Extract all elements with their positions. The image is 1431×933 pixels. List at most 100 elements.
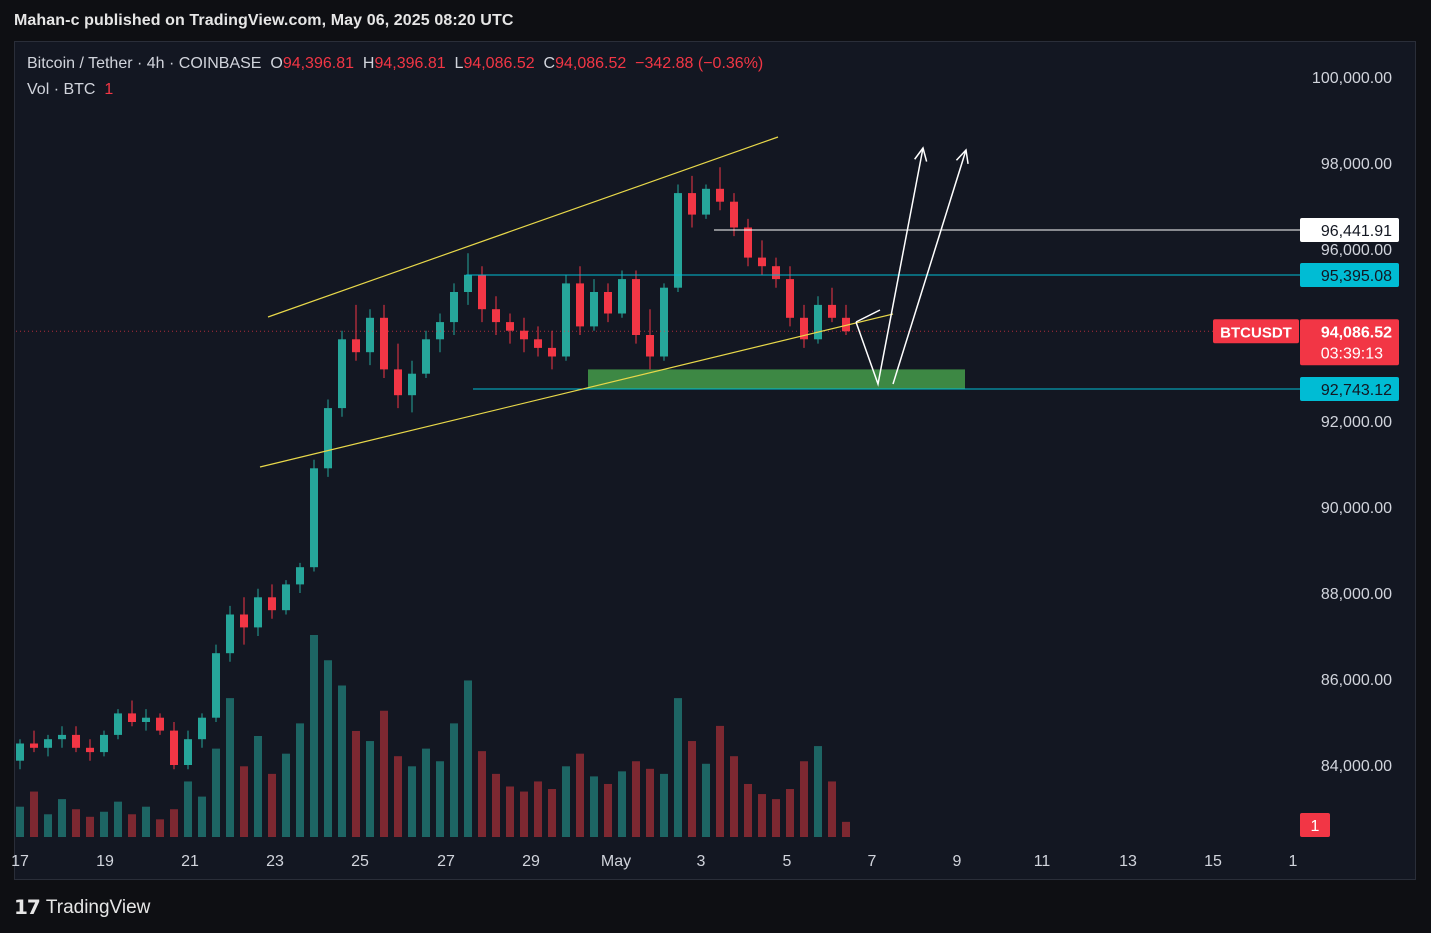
volume-bar xyxy=(758,794,766,837)
volume-bar xyxy=(30,791,38,837)
tradingview-logo[interactable]: 𝟭𝟳 TradingView xyxy=(14,895,150,920)
x-axis-tick-label: 19 xyxy=(96,853,114,870)
volume-bar xyxy=(408,766,416,837)
candle-body xyxy=(646,335,654,357)
candle-body xyxy=(296,567,304,585)
last-price-label: 94,086.52 xyxy=(1321,324,1392,341)
candle-body xyxy=(86,747,94,753)
volume-bar xyxy=(576,753,584,837)
projection-arrowhead-2 xyxy=(955,148,969,164)
candle-body xyxy=(800,317,808,340)
x-axis-tick-label: 1 xyxy=(1289,853,1298,870)
level-price-tag xyxy=(1300,217,1399,242)
candle-body xyxy=(436,322,444,340)
axes-layer: 96,441.91 95,395.08 92,743.12 100,000.00 98,… xyxy=(11,70,1399,870)
x-axis-tick-label: 21 xyxy=(181,853,199,870)
candle-body xyxy=(478,274,486,310)
volume-bar xyxy=(646,768,654,837)
candle-body xyxy=(786,279,794,318)
volume-bar xyxy=(800,761,808,837)
y-axis-tick-label: 88,000.00 xyxy=(1321,586,1392,603)
open-value: 94,396.81 xyxy=(282,55,354,72)
x-axis-tick-label: 3 xyxy=(697,853,706,870)
volume-bar xyxy=(842,821,850,837)
candle-body xyxy=(198,717,206,740)
volume-bar xyxy=(464,680,472,837)
published-by-title: Mahan-c published on TradingView.com, Ma… xyxy=(14,12,514,29)
candle-body xyxy=(72,734,80,748)
x-axis-tick-label: 29 xyxy=(522,853,540,870)
volume-bar xyxy=(814,746,822,837)
volume-legend[interactable]: Vol · BTC 1 xyxy=(27,81,113,99)
volume-bar xyxy=(548,789,556,837)
volume-bar xyxy=(58,799,66,837)
candles-layer xyxy=(16,167,850,770)
volume-bar xyxy=(534,781,542,837)
volume-bar xyxy=(128,814,136,837)
volume-bar xyxy=(478,751,486,837)
volume-bar xyxy=(828,781,836,837)
candle-countdown-label: 03:39:13 xyxy=(1321,345,1383,362)
channel-lower-line xyxy=(259,313,894,468)
volume-bar xyxy=(296,723,304,837)
x-axis-tick-label: 25 xyxy=(351,853,369,870)
candle-body xyxy=(506,322,514,331)
symbol-description[interactable]: Bitcoin / Tether · 4h · COINBASE xyxy=(27,55,262,72)
candle-body xyxy=(548,347,556,357)
y-axis-tick-label: 92,000.00 xyxy=(1321,414,1392,431)
candle-body xyxy=(282,584,290,611)
candle-body xyxy=(814,304,822,340)
tradingview-brand: TradingView xyxy=(45,896,151,918)
candle-body xyxy=(380,317,388,370)
volume-badge-label: 1 xyxy=(1311,818,1320,835)
volume-bar xyxy=(142,806,150,837)
volume-bar xyxy=(352,730,360,837)
level-price-label: 92,743.12 xyxy=(1321,382,1392,399)
candle-body xyxy=(268,597,276,611)
change-value: −342.88 (−0.36%) xyxy=(635,55,764,72)
open-label: O xyxy=(270,55,283,72)
volume-bar xyxy=(422,748,430,837)
candle-body xyxy=(618,279,626,314)
volume-bar xyxy=(240,766,248,837)
symbol-tag xyxy=(1213,319,1299,344)
volume-value: 1 xyxy=(104,81,114,98)
volume-bar xyxy=(184,781,192,837)
volume-bar xyxy=(618,771,626,837)
candle-body xyxy=(184,739,192,765)
x-axis-tick-label: 7 xyxy=(868,853,877,870)
high-value: 94,396.81 xyxy=(374,55,446,72)
candle-body xyxy=(688,193,696,215)
volume-bar xyxy=(562,766,570,837)
volume-bar xyxy=(72,809,80,837)
volume-bar xyxy=(114,801,122,837)
projection-arrowhead-1 xyxy=(914,146,928,162)
last-price-tag xyxy=(1300,319,1399,366)
chart-pane[interactable] xyxy=(14,41,1416,880)
candle-body xyxy=(450,292,458,323)
candle-body xyxy=(632,279,640,335)
volume-bar xyxy=(156,819,164,837)
symbol-legend: Bitcoin / Tether · 4h · COINBASE O94,396… xyxy=(27,55,763,73)
tradingview-logo-icon: 𝟭𝟳 xyxy=(14,897,41,919)
candle-body xyxy=(156,717,164,731)
volume-bar xyxy=(786,789,794,837)
candle-body xyxy=(674,193,682,288)
candle-body xyxy=(16,743,24,761)
candle-body xyxy=(100,734,108,753)
volume-bar xyxy=(660,773,668,837)
volume-bar xyxy=(44,814,52,837)
close-value: 94,086.52 xyxy=(555,55,627,72)
volume-bar xyxy=(282,753,290,837)
candle-body xyxy=(310,468,318,568)
y-axis-tick-label: 96,000.00 xyxy=(1321,242,1392,259)
candle-body xyxy=(212,653,220,718)
candle-body xyxy=(394,369,402,396)
volume-bar xyxy=(702,763,710,837)
candle-body xyxy=(254,597,262,628)
volume-bar xyxy=(170,809,178,837)
volume-bar xyxy=(492,773,500,837)
volume-bar xyxy=(380,710,388,837)
projection-path-2 xyxy=(892,149,967,385)
